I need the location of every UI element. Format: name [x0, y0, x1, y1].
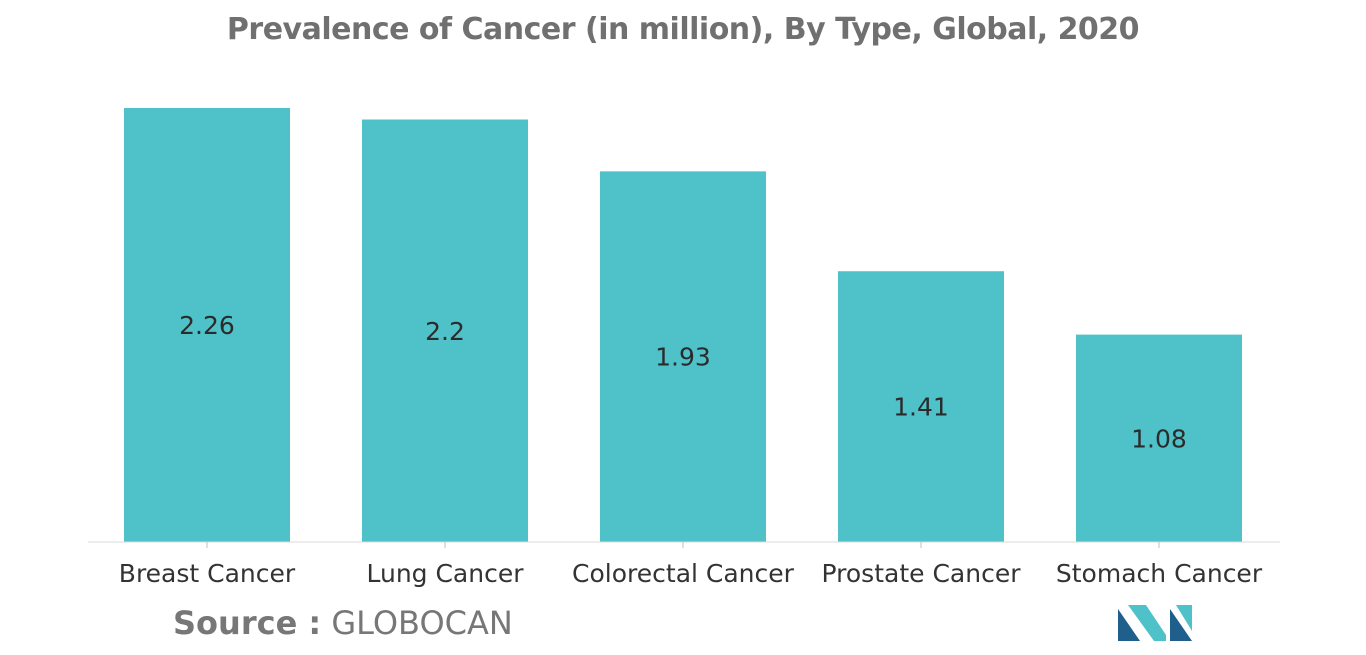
x-axis-ticks — [206, 542, 1160, 548]
bar-colorectal-cancer — [600, 171, 766, 542]
x-tick-label: Prostate Cancer — [822, 559, 1022, 588]
x-tick-label: Colorectal Cancer — [572, 559, 795, 588]
source-value: GLOBOCAN — [331, 604, 513, 642]
data-label: 1.08 — [1131, 424, 1187, 453]
source-label: Source : — [173, 604, 322, 642]
source-note: Source : GLOBOCAN — [173, 604, 513, 642]
data-label: 2.2 — [425, 317, 465, 346]
data-label: 1.41 — [893, 393, 949, 422]
mordor-intelligence-logo-icon — [1118, 605, 1192, 641]
x-tick-label: Breast Cancer — [119, 559, 296, 588]
bar-prostate-cancer — [838, 271, 1004, 542]
x-tick-label: Stomach Cancer — [1056, 559, 1263, 588]
data-label: 1.93 — [655, 343, 711, 372]
bar-stomach-cancer — [1076, 334, 1242, 542]
bar-lung-cancer — [362, 119, 528, 542]
x-axis-labels-group: Breast Cancer Lung Cancer Colorectal Cance… — [119, 559, 1263, 588]
data-label: 2.26 — [179, 311, 235, 340]
data-labels-group: 2.26 2.2 1.93 1.41 1.08 — [179, 311, 1187, 453]
bar-chart: 2.26 2.2 1.93 1.41 1.08 Breast Cancer Lung Ca… — [88, 108, 1280, 588]
chart-title: Prevalence of Cancer (in million), By Ty… — [226, 12, 1140, 47]
x-tick-label: Lung Cancer — [366, 559, 524, 588]
bar-breast-cancer — [124, 108, 290, 542]
bars-group — [124, 108, 1242, 542]
